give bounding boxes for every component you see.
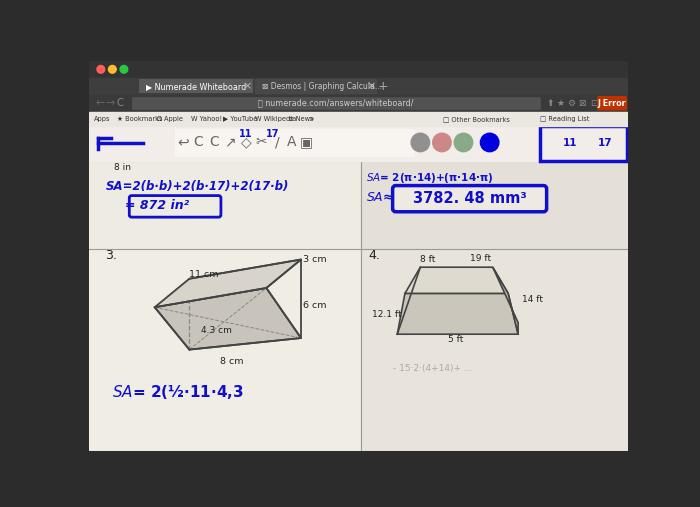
Bar [89,249,361,451]
Text: $\mathit{SA}$≈: $\mathit{SA}$≈ [366,192,394,204]
Text: J Error: J Error [598,99,626,107]
Text: Apps: Apps [94,116,111,122]
Circle shape [454,133,472,152]
Text: 8 ft: 8 ft [420,255,435,264]
Text: ▶ YouTube: ▶ YouTube [223,116,258,122]
Text: = 872 in²: = 872 in² [125,199,189,212]
Text: 4.: 4. [369,249,381,262]
Text: W Yahoo!: W Yahoo! [191,116,222,122]
Text: - 15·2·(4+14)+ ...: - 15·2·(4+14)+ ... [393,365,473,373]
Text: 3 cm: 3 cm [303,255,327,264]
Polygon shape [405,267,508,294]
Text: 3.: 3. [104,249,116,262]
Text: ×: × [366,81,376,91]
Polygon shape [155,288,301,350]
Text: 11: 11 [239,129,253,139]
Text: SA=2(b·b)+2(b·17)+2(17·b): SA=2(b·b)+2(b·17)+2(17·b) [106,180,290,193]
Circle shape [480,133,499,152]
Text: >: > [309,116,314,122]
Text: 17: 17 [597,138,612,148]
Text: ⚙: ⚙ [567,99,575,107]
Text: 11: 11 [563,138,578,148]
Text: ↩: ↩ [177,135,189,150]
Polygon shape [493,267,518,334]
Text: 8 in: 8 in [114,163,131,171]
Text: ★ Bookmarks: ★ Bookmarks [117,116,162,122]
Bar [89,78,629,95]
Text: ↗: ↗ [223,135,235,150]
Text: W Wikipedia: W Wikipedia [255,116,296,122]
Text: C: C [194,135,204,150]
Bar [540,126,626,161]
Circle shape [411,133,430,152]
Bar [89,161,361,249]
Text: ▶ Numerade Whiteboard: ▶ Numerade Whiteboard [146,82,246,91]
Text: 14 ft: 14 ft [522,295,543,304]
Text: $\mathit{SA}$= 2(π·14)+(π·14·π): $\mathit{SA}$= 2(π·14)+(π·14·π) [366,171,494,185]
Text: □ Other Bookmarks: □ Other Bookmarks [444,116,510,122]
Text: ×: × [242,81,252,91]
Bar [89,112,629,126]
Circle shape [97,65,104,73]
Text: ←: ← [95,98,105,108]
Circle shape [120,65,127,73]
FancyBboxPatch shape [598,97,626,110]
Text: ⬆: ⬆ [546,99,554,107]
Circle shape [108,65,116,73]
Text: →: → [106,98,115,108]
Text: /: / [275,135,279,150]
Text: ⊡: ⊡ [590,99,597,107]
Text: □ Reading List: □ Reading List [540,116,589,122]
Text: 5 ft: 5 ft [448,335,463,344]
Polygon shape [155,260,301,307]
Text: +: + [378,80,388,93]
Bar [89,95,629,112]
Text: 8 cm: 8 cm [220,356,244,366]
Text: A: A [287,135,297,150]
Text: 🔒 numerade.com/answers/whiteboard/: 🔒 numerade.com/answers/whiteboard/ [258,99,414,107]
Text: 12.1 ft: 12.1 ft [372,310,402,319]
Text: Ω Apple: Ω Apple [157,116,183,122]
FancyBboxPatch shape [393,186,547,212]
Bar [139,79,253,93]
Text: $\mathit{SA}$= 2(½·11·4,3: $\mathit{SA}$= 2(½·11·4,3 [112,383,244,401]
Bar [89,126,629,161]
Circle shape [433,133,451,152]
Text: 17: 17 [266,129,280,139]
Bar [132,97,540,110]
Polygon shape [397,294,518,334]
Bar [176,129,414,156]
Bar [89,61,629,78]
Text: ★: ★ [556,99,565,107]
Text: 11 cm: 11 cm [189,270,219,279]
Text: ▣: ▣ [300,135,313,150]
Text: ≡ News: ≡ News [288,116,314,122]
Text: C: C [117,98,123,108]
Text: ⊠: ⊠ [578,99,586,107]
Text: ◇: ◇ [241,135,251,150]
Text: ⊠ Desmos | Graphing Calcula...: ⊠ Desmos | Graphing Calcula... [262,82,382,91]
Text: ✂: ✂ [256,135,267,150]
Text: C: C [209,135,219,150]
Text: 6 cm: 6 cm [303,301,327,310]
Text: 19 ft: 19 ft [470,254,491,263]
Bar [361,249,629,451]
Bar [361,161,629,249]
Bar [255,79,377,93]
Text: 3782. 48 mm³: 3782. 48 mm³ [413,191,526,206]
Text: 4.3 cm: 4.3 cm [201,326,232,335]
